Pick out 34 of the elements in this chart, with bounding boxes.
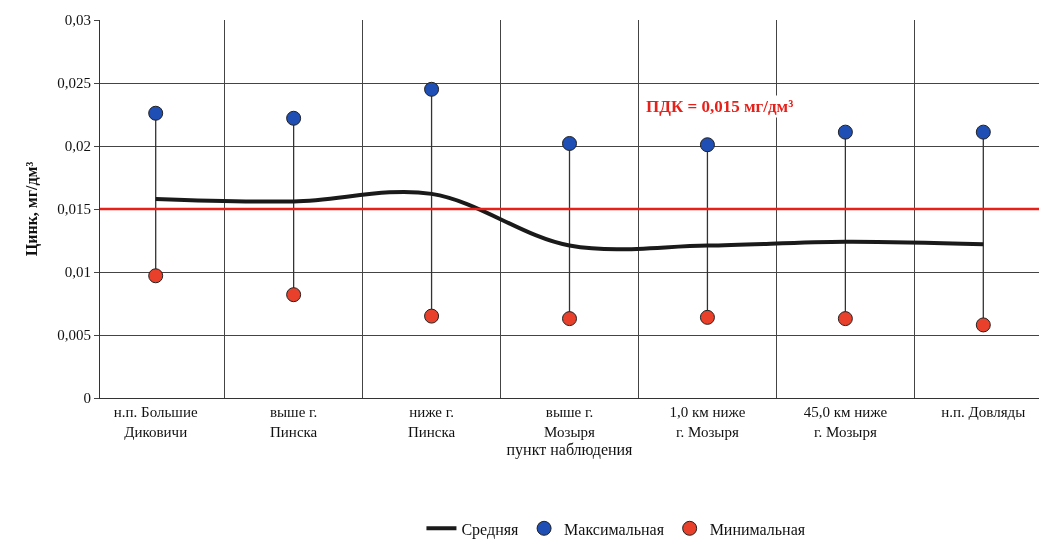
point: [148, 268, 164, 284]
point: [699, 137, 715, 153]
y-tick-label: 0,025: [57, 75, 91, 92]
x-tick-label: выше г. Мозыря: [544, 404, 596, 440]
point: [286, 110, 302, 126]
y-axis-title: Цинк, мг/дм³: [23, 161, 42, 257]
point: [837, 311, 853, 327]
point: [837, 124, 853, 140]
x-tick-label: 1,0 км ниже г. Мозыря: [669, 404, 746, 440]
y-tick-label: 0,01: [64, 264, 91, 281]
y-tick-label: 0: [83, 390, 91, 407]
point: [424, 81, 440, 97]
legend-label: Средняя: [461, 520, 520, 539]
legend-label: Минимальная: [709, 520, 806, 538]
point: [699, 309, 715, 325]
point: [424, 308, 440, 324]
x-tick-label: н.п. Довляды: [941, 404, 1026, 420]
x-tick-label: выше г. Пинска: [269, 404, 318, 440]
point: [562, 135, 577, 151]
point: [148, 105, 164, 121]
x-tick-label: ниже г. Пинска: [407, 404, 456, 440]
x-tick-label: н.п. Большие Диковичи: [113, 404, 198, 440]
x-tick-label: 45,0 км ниже г. Мозыря: [803, 404, 888, 440]
legend-label: Максимальная: [564, 520, 665, 538]
point: [975, 124, 991, 140]
x-axis-title: пункт наблюдения: [506, 441, 634, 460]
point: [562, 311, 577, 327]
point: [975, 317, 991, 333]
ref-line-label: ПДК = 0,015 мг/дм³: [646, 97, 794, 116]
y-tick-label: 0,02: [64, 138, 91, 155]
y-tick-label: 0,015: [57, 201, 91, 218]
y-tick-label: 0,03: [64, 12, 91, 29]
point: [286, 287, 302, 303]
y-tick-label: 0,005: [57, 327, 91, 344]
